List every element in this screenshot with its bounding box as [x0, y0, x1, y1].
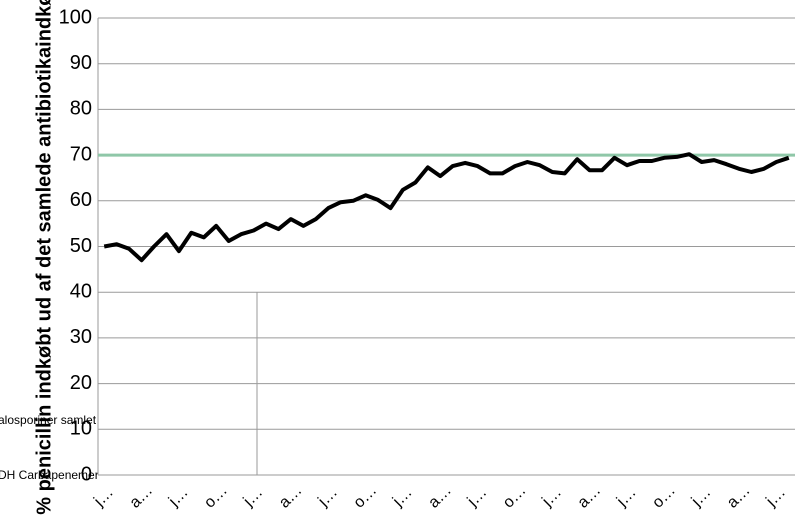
y-tick-label: 80 — [70, 98, 92, 120]
x-tick-label: j… — [389, 484, 416, 511]
x-tick-label: a… — [724, 482, 754, 512]
y-tick-label: 10 — [70, 418, 92, 440]
x-tick-label: a… — [127, 482, 157, 512]
x-tick-label: j… — [538, 484, 565, 511]
y-tick-label: 50 — [70, 235, 92, 257]
y-axis-label: % penicillin indkøbt ud af det samlede a… — [33, 0, 55, 515]
y-tick-label: 40 — [70, 280, 92, 302]
x-tick-label: a… — [276, 482, 306, 512]
x-tick-label: j… — [688, 484, 715, 511]
y-tick-label: 90 — [70, 52, 92, 74]
x-tick-label: j… — [314, 484, 341, 511]
y-tick-label: 0 — [81, 463, 92, 485]
y-tick-label: 30 — [70, 326, 92, 348]
y-tick-label: 70 — [70, 143, 92, 165]
y-tick-label: 60 — [70, 189, 92, 211]
data-line — [103, 152, 790, 263]
x-tick-label: o… — [201, 482, 231, 512]
annotation: DH Carbapenemer — [0, 468, 99, 482]
x-tick-label: j… — [613, 484, 640, 511]
x-tick-label: j… — [240, 484, 267, 511]
x-tick-label: j… — [464, 484, 491, 511]
x-tick-label: j… — [165, 484, 192, 511]
x-tick-label: a… — [575, 482, 605, 512]
x-tick-label: o… — [649, 482, 679, 512]
x-tick-label: o… — [351, 482, 381, 512]
annotation: alosporiner samlet — [0, 413, 97, 427]
x-tick-label: o… — [500, 482, 530, 512]
y-tick-label: 20 — [70, 372, 92, 394]
x-tick-label: j… — [762, 484, 789, 511]
x-tick-label: j… — [90, 484, 117, 511]
x-tick-label: a… — [425, 482, 455, 512]
y-tick-label: 100 — [59, 6, 92, 28]
